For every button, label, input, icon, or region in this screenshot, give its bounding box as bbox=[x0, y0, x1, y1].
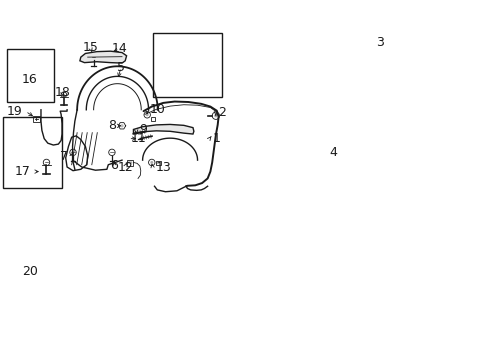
Text: 6: 6 bbox=[110, 159, 118, 172]
Bar bbox=[127, 160, 133, 166]
Text: 18: 18 bbox=[55, 86, 70, 99]
Text: 3: 3 bbox=[375, 36, 383, 49]
Text: 7: 7 bbox=[61, 150, 68, 163]
Bar bbox=[3, 117, 62, 188]
Text: 1: 1 bbox=[212, 132, 220, 145]
Circle shape bbox=[150, 161, 153, 164]
Bar bbox=[153, 33, 222, 97]
Text: 9: 9 bbox=[139, 123, 146, 136]
Text: 2: 2 bbox=[218, 105, 226, 118]
Circle shape bbox=[214, 114, 217, 117]
Polygon shape bbox=[68, 287, 79, 317]
Text: 15: 15 bbox=[82, 41, 98, 54]
Text: 20: 20 bbox=[22, 265, 39, 278]
Polygon shape bbox=[11, 291, 24, 333]
Text: 12: 12 bbox=[117, 161, 133, 174]
Circle shape bbox=[120, 124, 123, 127]
Bar bbox=[113, 293, 119, 299]
Text: 17: 17 bbox=[15, 165, 31, 178]
Polygon shape bbox=[336, 53, 348, 149]
Bar bbox=[7, 49, 54, 102]
Text: 8: 8 bbox=[108, 119, 116, 132]
Circle shape bbox=[365, 111, 367, 113]
Text: 13: 13 bbox=[155, 161, 171, 175]
Polygon shape bbox=[9, 359, 39, 360]
Polygon shape bbox=[80, 51, 126, 63]
Text: 10: 10 bbox=[150, 103, 165, 116]
Bar bbox=[33, 116, 40, 122]
Text: 16: 16 bbox=[21, 73, 37, 86]
Bar bbox=[156, 161, 161, 165]
Circle shape bbox=[344, 156, 347, 160]
Polygon shape bbox=[67, 355, 85, 360]
Circle shape bbox=[145, 113, 148, 116]
Text: 5: 5 bbox=[117, 61, 125, 74]
Text: 19: 19 bbox=[7, 105, 22, 118]
Polygon shape bbox=[133, 125, 193, 134]
Bar bbox=[150, 117, 155, 121]
Text: 11: 11 bbox=[131, 132, 146, 145]
Text: 14: 14 bbox=[112, 42, 127, 55]
Text: 4: 4 bbox=[328, 146, 337, 159]
